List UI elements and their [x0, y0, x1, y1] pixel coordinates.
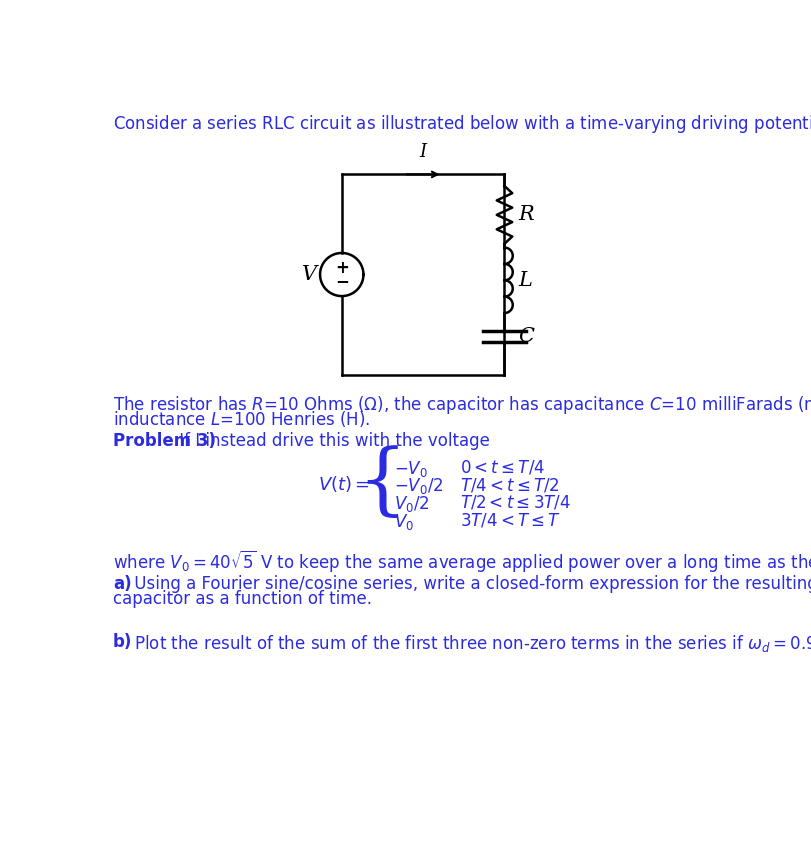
Text: where $V_0 = 40\sqrt{5}$ V to keep the same average applied power over a long ti: where $V_0 = 40\sqrt{5}$ V to keep the s… [113, 548, 811, 574]
Text: $3T/4 < T \leq T$: $3T/4 < T \leq T$ [459, 511, 560, 530]
Text: The resistor has $R$=10 Ohms ($\Omega$), the capacitor has capacitance $C$=10 mi: The resistor has $R$=10 Ohms ($\Omega$),… [113, 394, 811, 416]
Text: If I instead drive this with the voltage: If I instead drive this with the voltage [174, 432, 489, 451]
Text: I: I [419, 143, 426, 160]
Text: $T/2 < t \leq 3T/4$: $T/2 < t \leq 3T/4$ [459, 494, 570, 512]
Text: a): a) [113, 575, 131, 592]
Text: Consider a series RLC circuit as illustrated below with a time-varying driving p: Consider a series RLC circuit as illustr… [113, 113, 811, 135]
Text: V: V [301, 265, 316, 284]
Text: $V_0$: $V_0$ [394, 511, 414, 532]
Text: Plot the result of the sum of the first three non-zero terms in the series if $\: Plot the result of the sum of the first … [128, 633, 811, 653]
Text: C: C [517, 327, 534, 346]
Text: Problem 3): Problem 3) [113, 432, 216, 451]
Text: $T/4 < t \leq T/2$: $T/4 < t \leq T/2$ [459, 476, 559, 495]
Text: +: + [334, 258, 348, 277]
Text: $-V_0$: $-V_0$ [394, 458, 428, 479]
Text: b): b) [113, 633, 132, 651]
Text: inductance $L$=100 Henries (H).: inductance $L$=100 Henries (H). [113, 409, 370, 430]
Text: $V_0/2$: $V_0/2$ [394, 494, 429, 514]
Text: $-V_0/2$: $-V_0/2$ [394, 476, 443, 496]
Text: $0 < t \leq T/4$: $0 < t \leq T/4$ [459, 458, 544, 477]
Text: capacitor as a function of time.: capacitor as a function of time. [113, 590, 371, 609]
Text: −: − [334, 273, 348, 290]
Text: {: { [357, 446, 406, 522]
Text: Using a Fourier sine/cosine series, write a closed-form expression for the resul: Using a Fourier sine/cosine series, writ… [128, 575, 811, 592]
Text: L: L [517, 271, 532, 289]
Text: R: R [517, 205, 534, 225]
Text: $V(t) =$: $V(t) =$ [318, 473, 370, 494]
